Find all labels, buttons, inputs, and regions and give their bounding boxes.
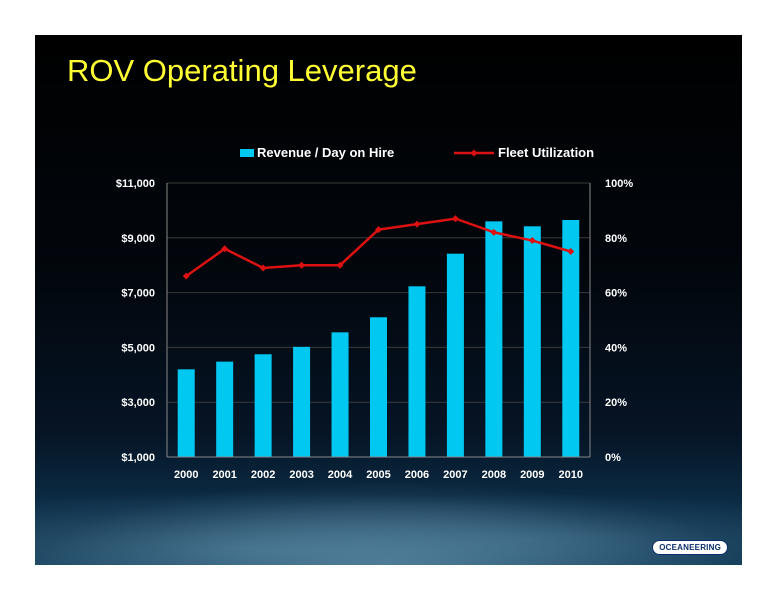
y-left-tick-label: $11,000 (116, 178, 155, 190)
x-tick-label: 2002 (251, 469, 275, 481)
utilization-point (528, 237, 536, 245)
x-tick-label: 2010 (559, 469, 583, 481)
y-right-tick-label: 40% (605, 342, 627, 354)
x-tick-label: 2009 (520, 469, 544, 481)
bar (216, 361, 234, 457)
y-right-tick-label: 0% (605, 452, 621, 464)
utilization-point (259, 264, 267, 272)
oceaneering-logo: OCEANEERING (652, 540, 728, 555)
y-left-tick-label: $9,000 (121, 233, 155, 245)
utilization-point (413, 220, 421, 228)
chart: $1,000 $3,000 $5,000 $7,000 $9,000 $11,000 0% 2… (116, 145, 634, 481)
x-tick-label: 2004 (328, 469, 353, 481)
legend-line-marker (470, 149, 478, 157)
y-left-tick-label: $5,000 (121, 342, 155, 354)
x-tick-label: 2005 (366, 469, 390, 481)
x-tick-label: 2001 (212, 469, 236, 481)
seafloor-background (35, 480, 742, 565)
y-left-tick-label: $3,000 (121, 397, 155, 409)
utilization-point (490, 228, 498, 236)
bar (408, 286, 426, 457)
legend-bar-swatch (240, 149, 254, 157)
legend-label-revenue: Revenue / Day on Hire (257, 145, 394, 160)
bar (485, 221, 503, 457)
y-right-tick-label: 100% (605, 178, 633, 190)
bar (177, 369, 195, 457)
page-title: ROV Operating Leverage (67, 53, 417, 88)
logo-text: OCEANEERING (659, 543, 721, 552)
x-tick-label: 2003 (289, 469, 313, 481)
y-left-tick-label: $1,000 (121, 452, 155, 464)
bar (446, 253, 464, 457)
bar (331, 332, 349, 457)
legend-label-utilization: Fleet Utilization (498, 145, 594, 160)
bar (370, 317, 387, 457)
utilization-point (298, 261, 306, 269)
bar (562, 219, 580, 457)
x-tick-label: 2008 (482, 469, 506, 481)
bar (293, 346, 311, 457)
y-right-tick-label: 80% (605, 233, 627, 245)
utilization-point (451, 215, 459, 223)
utilization-point (375, 226, 382, 234)
bar (254, 354, 272, 457)
utilization-point (567, 248, 575, 255)
bar (523, 226, 541, 457)
y-right-tick-label: 20% (605, 397, 627, 409)
utilization-point (336, 261, 344, 269)
y-left-tick-label: $7,000 (121, 288, 155, 300)
x-tick-label: 2007 (443, 469, 467, 481)
x-tick-label: 2006 (405, 469, 429, 481)
x-tick-label: 2000 (174, 469, 198, 481)
slide: ROV Operating Leverage $1,000 $3,000 $5,00… (35, 35, 742, 565)
utilization-point (221, 245, 229, 253)
utilization-point (182, 272, 190, 280)
y-right-tick-label: 60% (605, 288, 627, 300)
